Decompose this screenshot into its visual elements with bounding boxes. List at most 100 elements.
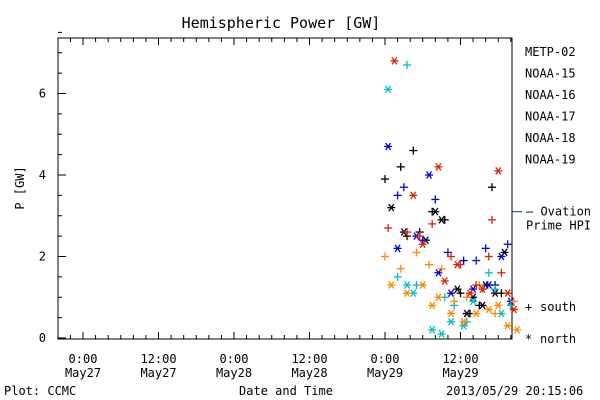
point-south <box>415 232 424 241</box>
point-north <box>434 268 443 277</box>
point-north <box>384 142 393 151</box>
point-north <box>484 281 493 289</box>
x-tick-label-time: 0:00 <box>220 352 249 366</box>
point-south <box>462 293 471 302</box>
legend-entry: NOAA-15 <box>525 67 576 81</box>
point-south <box>403 228 412 237</box>
point-south <box>450 297 459 306</box>
point-south <box>428 219 437 228</box>
point-north <box>472 309 481 318</box>
point-north <box>434 162 443 171</box>
point-north <box>513 325 522 334</box>
x-tick-label-time: 0:00 <box>69 352 98 366</box>
point-south <box>509 297 518 306</box>
point-north <box>491 289 500 298</box>
point-south <box>412 248 421 257</box>
point-north <box>390 57 399 65</box>
x-tick-label-time: 12:00 <box>442 352 478 366</box>
point-south <box>384 223 393 232</box>
marker-key-north-symbol: * <box>525 332 532 346</box>
point-south <box>443 248 452 257</box>
x-tick-label-date: May28 <box>291 366 327 380</box>
point-south <box>403 60 412 69</box>
point-south <box>472 281 481 290</box>
point-north <box>447 309 456 318</box>
point-south <box>437 264 446 273</box>
point-north <box>465 289 474 298</box>
point-south <box>491 285 500 294</box>
x-axis-label: Date and Time <box>239 384 333 398</box>
data-points <box>381 57 522 338</box>
point-north <box>500 248 509 257</box>
point-north <box>484 305 493 314</box>
point-north <box>387 281 396 289</box>
point-south <box>393 191 402 200</box>
point-south <box>399 183 408 192</box>
point-south <box>447 252 456 261</box>
point-south <box>418 236 427 245</box>
point-north <box>503 289 512 298</box>
point-north <box>387 203 396 212</box>
point-north <box>403 289 412 298</box>
x-axis: 0:00May2712:00May270:00May2812:00May280:… <box>65 38 512 380</box>
point-north <box>428 325 437 334</box>
reference-label: — Ovation Prime HPI <box>512 205 591 233</box>
point-north <box>447 317 456 326</box>
point-south <box>487 215 496 224</box>
point-south <box>497 268 506 277</box>
point-north <box>478 301 487 310</box>
point-north <box>403 281 412 289</box>
point-south <box>459 256 468 265</box>
point-south <box>381 252 389 261</box>
point-north <box>418 281 427 289</box>
footer-timestamp: 2013/05/29 20:15:06 <box>446 384 583 398</box>
point-south <box>503 240 512 249</box>
y-axis-label: P [GW] <box>13 166 27 209</box>
legend-entry: NOAA-18 <box>525 131 576 145</box>
point-north <box>418 240 427 249</box>
marker-key-south-label: south <box>540 300 576 314</box>
chart-title: Hemispheric Power [GW] <box>182 14 381 32</box>
point-north <box>437 330 446 338</box>
y-tick-label: 0 <box>39 331 46 345</box>
y-tick-label: 6 <box>39 87 46 101</box>
point-north <box>393 244 402 253</box>
x-tick-label-time: 12:00 <box>140 352 176 366</box>
point-north <box>453 260 462 269</box>
legend: METP-02 NOAA-15 NOAA-16 NOAA-17 NOAA-18 NOAA-… <box>525 45 576 167</box>
y-tick-label: 2 <box>39 250 46 264</box>
point-north <box>462 309 471 318</box>
point-north <box>503 321 512 330</box>
point-south <box>425 260 434 269</box>
marker-key: + south * north <box>525 300 576 346</box>
point-north <box>453 285 462 293</box>
point-south <box>472 256 481 265</box>
legend-entry: NOAA-19 <box>525 153 576 167</box>
point-north <box>425 171 434 179</box>
point-south <box>456 289 465 298</box>
x-tick-label-date: May28 <box>216 366 252 380</box>
point-south <box>431 195 440 204</box>
point-south <box>396 162 405 171</box>
x-tick-label-date: May29 <box>442 366 478 380</box>
point-south <box>381 175 389 184</box>
point-north <box>497 252 506 261</box>
reference-label-line2: Prime HPI <box>526 219 591 233</box>
x-tick-label-date: May27 <box>140 366 176 380</box>
point-south <box>487 183 496 192</box>
marker-key-north-label: north <box>540 332 576 346</box>
point-north <box>478 285 487 293</box>
point-north <box>384 85 393 94</box>
x-tick-label-time: 12:00 <box>291 352 327 366</box>
point-south <box>409 146 418 155</box>
point-north <box>494 167 503 175</box>
point-north <box>409 191 418 200</box>
point-north <box>428 301 437 310</box>
x-tick-label-time: 0:00 <box>371 352 400 366</box>
x-tick-label-date: May27 <box>65 366 101 380</box>
plot-frame <box>57 37 513 340</box>
point-north <box>494 301 503 310</box>
point-south <box>484 268 493 277</box>
point-south <box>396 264 405 273</box>
